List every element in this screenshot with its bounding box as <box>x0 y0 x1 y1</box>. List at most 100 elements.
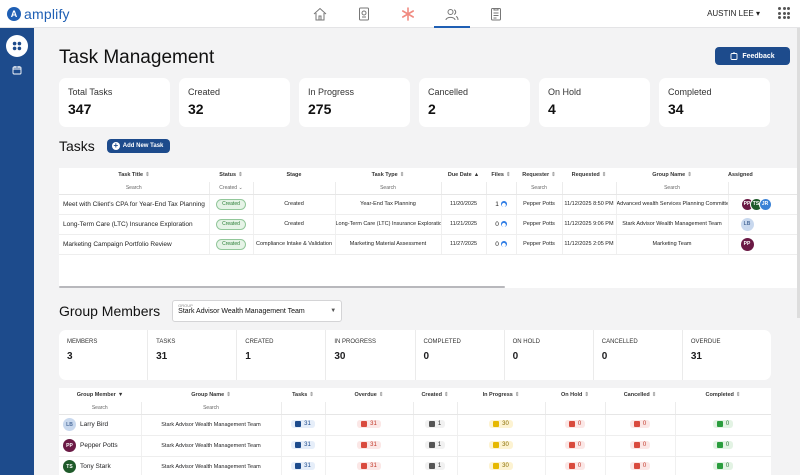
group-select[interactable]: GROUP Stark Advisor Wealth Management Te… <box>172 300 343 322</box>
filter-status-select[interactable]: Created ⌄ <box>209 182 254 195</box>
group-members-heading: Group Members <box>59 303 161 319</box>
column-stage[interactable]: Stage <box>286 172 302 178</box>
column-tasks[interactable]: Tasks ⇕ <box>292 392 314 398</box>
member-cell[interactable]: LB Larry Bird <box>59 414 142 436</box>
user-menu[interactable]: AUSTIN LEE ▾ <box>707 9 760 18</box>
overdue-cell[interactable]: 31 <box>325 456 414 475</box>
task-title[interactable]: Marketing Campaign Portfolio Review <box>59 234 210 255</box>
filter-requester-input[interactable]: Search <box>516 182 563 195</box>
column-overdue[interactable]: Overdue ⇕ <box>354 392 384 398</box>
table-row[interactable]: PP Pepper Potts Stark Advisor Wealth Mana… <box>59 435 771 457</box>
status-cell: Created <box>209 194 254 215</box>
brand-logo[interactable]: A amplify <box>7 6 70 22</box>
column-on-hold[interactable]: On Hold ⇕ <box>561 392 589 398</box>
table-row[interactable]: LB Larry Bird Stark Advisor Wealth Manage… <box>59 414 771 436</box>
nav-tasks[interactable] <box>474 0 518 28</box>
nav-ai[interactable] <box>386 0 430 28</box>
nav-home[interactable] <box>298 0 342 28</box>
stat-created: Created 32 <box>179 78 290 127</box>
apps-grid-icon[interactable] <box>778 7 790 19</box>
group-stat-members: MEMBERS 3 <box>59 330 149 380</box>
in-progress-cell[interactable]: 30 <box>457 435 546 457</box>
column-created[interactable]: Created ⇕ <box>421 392 449 398</box>
tasks-cell[interactable]: 31 <box>281 435 326 457</box>
filter-title-input[interactable]: Search <box>59 182 210 195</box>
feedback-button[interactable]: Feedback <box>715 47 790 65</box>
created-cell[interactable]: 1 <box>413 456 458 475</box>
column-completed[interactable]: Completed ⇕ <box>705 392 741 398</box>
task-title[interactable]: Meet with Client's CPA for Year-End Tax … <box>59 194 210 215</box>
add-new-task-button[interactable]: + Add New Task <box>106 139 171 153</box>
in-progress-cell[interactable]: 30 <box>457 456 546 475</box>
tasks-icon <box>295 421 302 427</box>
files-cell[interactable]: 0 ⬤ <box>486 234 517 255</box>
column-task-title[interactable]: Task Title ⇕ <box>118 172 150 178</box>
column-due-date[interactable]: Due Date ▲ <box>447 172 480 178</box>
in-progress-cell[interactable]: 30 <box>457 414 546 436</box>
group-stat-created: CREATED 1 <box>237 330 327 380</box>
column-assigned[interactable]: Assigned <box>728 172 753 178</box>
tasks-header: Tasks + Add New Task <box>59 138 171 154</box>
filter-member-input[interactable]: Search <box>59 402 142 415</box>
cancelled-cell[interactable]: 0 <box>605 456 676 475</box>
sidebar-calendar-button[interactable] <box>11 64 23 76</box>
column-files[interactable]: Files ⇕ <box>491 172 511 178</box>
table-row[interactable]: Marketing Campaign Portfolio Review Crea… <box>59 234 800 255</box>
member-cell[interactable]: PP Pepper Potts <box>59 435 142 457</box>
created-cell[interactable]: 1 <box>413 435 458 457</box>
tasks-cell[interactable]: 31 <box>281 456 326 475</box>
status-cell: Created <box>209 214 254 235</box>
avatar[interactable]: PP <box>740 237 754 251</box>
status-badge: Created <box>216 218 246 230</box>
column-status[interactable]: Status ⇕ <box>219 172 243 178</box>
horizontal-scrollbar[interactable] <box>59 286 505 288</box>
filter-group-input[interactable]: Search <box>616 182 729 195</box>
cancelled-cell[interactable]: 0 <box>605 435 676 457</box>
completed-cell[interactable]: 0 <box>675 456 771 475</box>
overdue-cell[interactable]: 31 <box>325 414 414 436</box>
column-group-member[interactable]: Group Member ▼ <box>76 392 124 398</box>
overdue-cell[interactable]: 31 <box>325 435 414 457</box>
created-cell[interactable]: 1 <box>413 414 458 436</box>
stat-in-progress: In Progress 275 <box>299 78 410 127</box>
group-select-caption: GROUP <box>178 303 193 308</box>
column-requester[interactable]: Requester ⇕ <box>522 172 556 178</box>
avatar[interactable]: JR <box>758 197 772 211</box>
stat-label: Total Tasks <box>68 87 113 97</box>
column-group-name[interactable]: Group Name ⇕ <box>652 172 692 178</box>
column-cancelled[interactable]: Cancelled ⇕ <box>623 392 657 398</box>
page-scrollbar[interactable] <box>797 28 800 318</box>
member-cell[interactable]: TS Tony Stark <box>59 456 142 475</box>
filter-task-type-input[interactable]: Search <box>335 182 442 195</box>
cancelled-icon <box>633 421 640 427</box>
clipboard-icon <box>491 8 501 21</box>
column-task-type[interactable]: Task Type ⇕ <box>371 172 405 178</box>
table-row[interactable]: Meet with Client's CPA for Year-End Tax … <box>59 194 800 215</box>
group-name-cell: Stark Advisor Wealth Management Team <box>141 414 282 436</box>
on-hold-cell[interactable]: 0 <box>545 435 606 457</box>
column-in-progress[interactable]: In Progress ⇕ <box>482 392 520 398</box>
group-stat-tasks: TASKS 31 <box>148 330 238 380</box>
tasks-cell[interactable]: 31 <box>281 414 326 436</box>
nav-users[interactable] <box>430 0 474 28</box>
nav-documents[interactable] <box>342 0 386 28</box>
requested-cell: 11/12/2025 9:06 PM <box>562 214 617 235</box>
calendar-icon <box>12 66 22 75</box>
sidebar-dashboard-button[interactable] <box>6 35 28 57</box>
on-hold-cell[interactable]: 0 <box>545 414 606 436</box>
logo-mark: A <box>7 7 21 21</box>
cancelled-cell[interactable]: 0 <box>605 414 676 436</box>
files-cell[interactable]: 1 ⬤ <box>486 194 517 215</box>
files-cell[interactable]: 0 ⬤ <box>486 214 517 235</box>
on-hold-cell[interactable]: 0 <box>545 456 606 475</box>
table-row[interactable]: TS Tony Stark Stark Advisor Wealth Manage… <box>59 456 771 475</box>
column-group-name[interactable]: Group Name ⇕ <box>191 392 231 398</box>
completed-cell[interactable]: 0 <box>675 435 771 457</box>
table-row[interactable]: Long-Term Care (LTC) Insurance Explorati… <box>59 214 800 235</box>
status-badge: Created <box>216 198 246 210</box>
filter-group-input[interactable]: Search <box>141 402 282 415</box>
task-title[interactable]: Long-Term Care (LTC) Insurance Explorati… <box>59 214 210 235</box>
completed-cell[interactable]: 0 <box>675 414 771 436</box>
avatar[interactable]: LB <box>740 217 754 231</box>
column-requested[interactable]: Requested ⇕ <box>571 172 607 178</box>
